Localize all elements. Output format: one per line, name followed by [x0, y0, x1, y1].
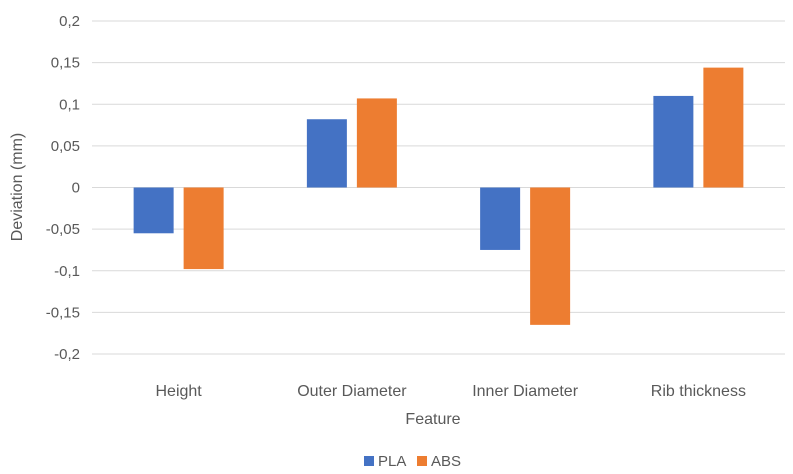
bar-pla-rib-thickness: [653, 95, 694, 188]
bar-abs-outer-diameter: [356, 98, 397, 188]
y-tick-label: -0,05: [46, 221, 80, 238]
x-axis-title: Feature: [405, 411, 460, 428]
bar-pla-height: [133, 187, 174, 234]
y-axis-ticks: 0,2 0,15 0,1 0,05 0 -0,05 -0,1 -0,15 -0,2: [46, 13, 80, 363]
legend-swatch-abs: [417, 456, 427, 466]
legend-label-pla: PLA: [378, 453, 406, 470]
bar-pla-outer-diameter: [306, 119, 347, 188]
y-axis-title: Deviation (mm): [9, 133, 26, 241]
bar-pla-inner-diameter: [480, 187, 521, 250]
legend-swatch-pla: [364, 456, 374, 466]
y-tick-label: -0,1: [54, 263, 80, 280]
bar-abs-inner-diameter: [530, 187, 571, 325]
y-tick-label: 0,2: [59, 13, 80, 30]
x-category-label: Inner Diameter: [472, 383, 578, 400]
legend-label-abs: ABS: [431, 453, 461, 470]
bars: [133, 67, 744, 325]
x-axis-categories: Height Outer Diameter Inner Diameter Rib th…: [156, 383, 746, 400]
y-tick-label: -0,2: [54, 346, 80, 363]
y-tick-label: -0,15: [46, 304, 80, 321]
x-category-label: Rib thickness: [651, 383, 746, 400]
x-category-label: Outer Diameter: [297, 383, 407, 400]
legend: PLA ABS: [364, 453, 461, 470]
y-tick-label: 0,05: [51, 138, 80, 155]
bar-abs-height: [183, 187, 224, 270]
y-tick-label: 0,1: [59, 96, 80, 113]
x-category-label: Height: [156, 383, 203, 400]
bar-abs-rib-thickness: [703, 67, 744, 188]
y-tick-label: 0,15: [51, 55, 80, 72]
y-tick-label: 0: [72, 180, 80, 197]
